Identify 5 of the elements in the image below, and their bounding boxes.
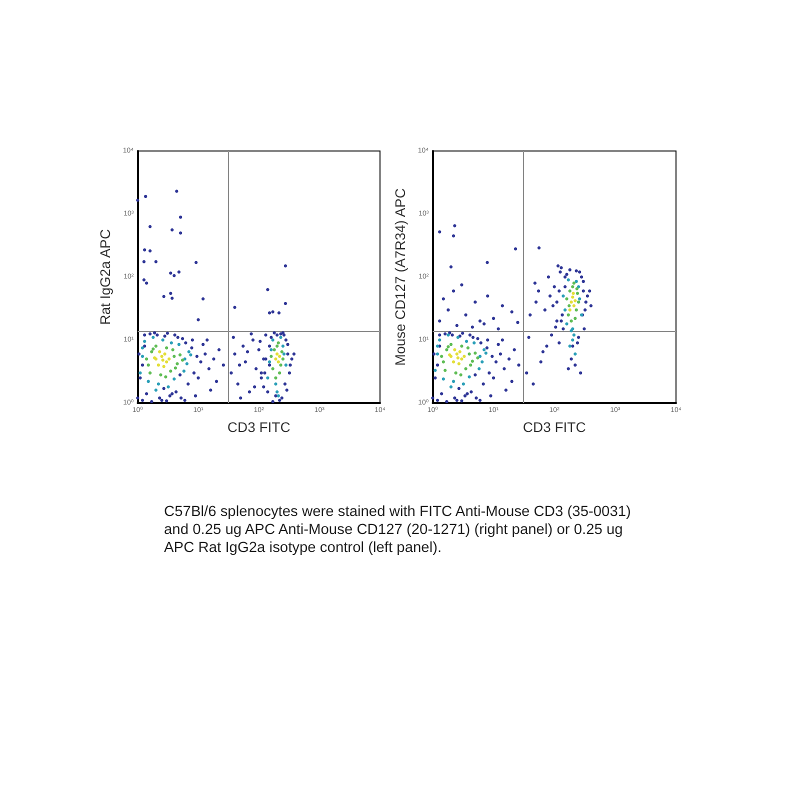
text: C57Bl/6 splenocytes were stained with FITC Anti-Mouse CD3 (35-0031) and 0.25 ug APC Anti-Mouse CD127 (20-1271) (right panel) or 0.25 ug APC Rat IgG2a isotype control (left panel). bbox=[164, 503, 632, 557]
y-axis-title: Mouse CD127 (A7R34) APC bbox=[392, 188, 408, 366]
x-axis-title: CD3 FITC bbox=[227, 419, 290, 435]
x-axis-title: CD3 FITC bbox=[522, 419, 586, 435]
y-axis-title: Rat IgG2a APC bbox=[97, 229, 113, 325]
